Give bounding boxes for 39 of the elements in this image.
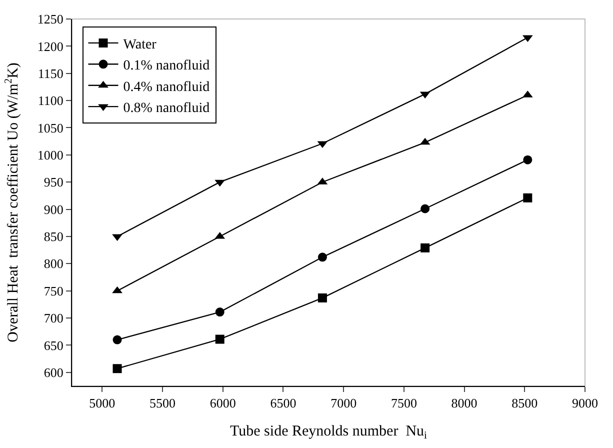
x-tick-label: 6500 [270,396,296,411]
point [215,334,224,344]
legend-label: 0.1% nanofluid [123,58,210,74]
point [523,155,532,164]
y-tick-label: 700 [44,310,64,326]
y-tick-label: 1100 [38,93,64,108]
legend-label: 0.4% nanofluid [123,80,210,95]
x-tick-label: 7000 [330,396,357,411]
x-tick-label: 8500 [512,396,538,411]
y-tick-label: 850 [44,229,64,244]
y-tick-label: 750 [44,283,64,298]
y-tick-label: 1250 [37,12,64,27]
point [420,243,430,252]
y-tick-label: 1200 [37,38,64,54]
point [318,252,327,262]
point [112,335,122,344]
x-tick-label: 9000 [572,396,598,411]
x-tick-label: 5000 [89,396,116,411]
point [523,193,532,202]
x-tick-label: 7500 [390,396,417,411]
y-tick-label: 950 [44,174,64,190]
x-axis-title: Tube side Reynolds number Nu$_{i}$ [230,424,428,442]
y-tick-label: 600 [44,364,64,380]
y-tick-label: 900 [44,202,64,217]
point [112,364,122,374]
y-tick-label: 1150 [38,66,64,81]
point [112,286,122,294]
point [318,293,327,302]
x-tick-label: 5500 [150,396,176,411]
x-tick-label: 8000 [451,396,478,411]
legend-label: Water [123,37,157,52]
x-tick-label: 6000 [210,396,236,411]
point [215,308,224,317]
y-tick-label: 650 [44,338,64,353]
legend-label: 0.8% nanofluid [123,101,210,116]
point [420,204,430,214]
y-tick-label: 1000 [37,147,64,162]
y-tick-label: 1050 [37,120,64,136]
y-tick-label: 800 [44,256,64,272]
